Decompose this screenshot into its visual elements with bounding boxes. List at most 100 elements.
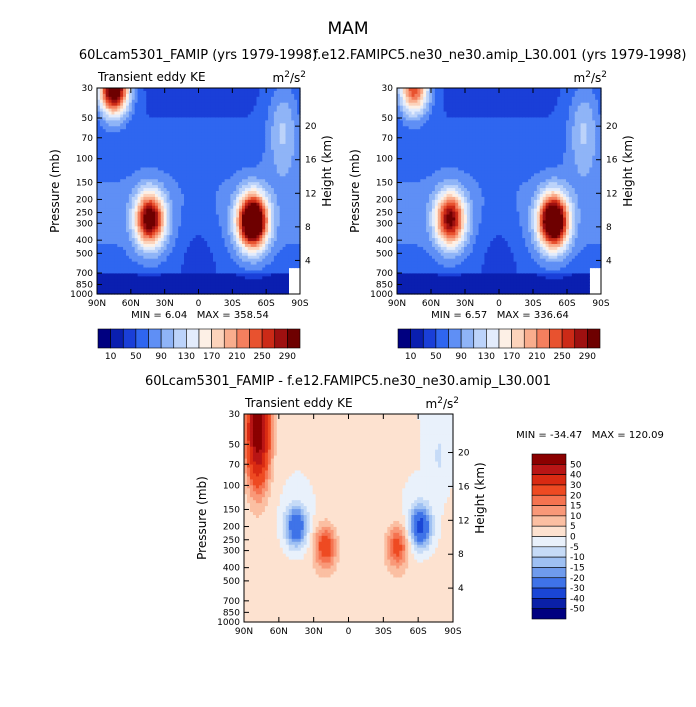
contour-cell xyxy=(213,238,217,242)
contour-cell xyxy=(126,152,130,157)
contour-cell xyxy=(99,220,104,224)
contour-cell xyxy=(192,188,197,192)
contour-cell xyxy=(114,88,118,92)
y-axis-label-right: Height (km) xyxy=(320,135,334,206)
contour-cell xyxy=(114,235,118,239)
contour-cell xyxy=(186,279,191,283)
contour-cell xyxy=(163,179,168,183)
contour-cell xyxy=(102,202,107,207)
contour-cell xyxy=(265,232,269,236)
contour-cell xyxy=(227,170,231,174)
contour-cell xyxy=(149,196,153,201)
y-axis-label: Pressure (mb) xyxy=(48,149,62,233)
contour-cell xyxy=(271,258,275,263)
contour-cell xyxy=(250,279,255,283)
contour-cell xyxy=(131,167,136,171)
contour-cell xyxy=(259,202,263,207)
contour-cell xyxy=(181,270,185,274)
contour-cell xyxy=(265,105,269,110)
contour-cell xyxy=(137,182,142,186)
contour-cell xyxy=(282,252,287,257)
contour-cell xyxy=(204,170,208,174)
contour-cell xyxy=(172,111,176,116)
contour-cell xyxy=(99,205,104,210)
y-tick-label: 850 xyxy=(76,280,93,290)
contour-cell xyxy=(233,152,237,157)
contour-cell xyxy=(294,261,298,266)
contour-cell xyxy=(181,243,185,248)
contour-cell xyxy=(204,279,208,283)
contour-cell xyxy=(265,182,269,186)
contour-cell xyxy=(239,193,243,198)
contour-cell xyxy=(244,241,249,245)
contour-cell xyxy=(181,214,185,219)
contour-cell xyxy=(137,235,142,239)
contour-cell xyxy=(273,282,278,286)
contour-cell xyxy=(137,170,142,174)
contour-cell xyxy=(207,173,211,177)
contour-cell xyxy=(192,173,197,177)
contour-cell xyxy=(288,255,292,260)
contour-cell xyxy=(123,199,127,204)
contour-cell xyxy=(111,167,115,171)
contour-cell xyxy=(184,173,188,177)
contour-cell xyxy=(195,132,200,136)
contour-cell xyxy=(247,249,252,254)
contour-cell xyxy=(128,202,133,207)
contour-cell xyxy=(250,90,255,95)
contour-cell xyxy=(224,226,229,230)
contour-cell xyxy=(239,185,243,189)
contour-cell xyxy=(250,246,255,251)
contour-cell xyxy=(114,161,118,166)
contour-cell xyxy=(262,132,266,136)
contour-cell xyxy=(155,188,159,192)
contour-cell xyxy=(262,114,266,119)
contour-cell xyxy=(97,217,101,222)
contour-cell xyxy=(268,182,272,186)
contour-cell xyxy=(268,114,272,119)
contour-cell xyxy=(288,223,292,227)
contour-cell xyxy=(239,191,243,195)
contour-cell xyxy=(149,267,153,272)
contour-cell xyxy=(166,179,171,183)
contour-cell xyxy=(239,279,243,283)
contour-cell xyxy=(276,261,281,266)
contour-cell xyxy=(175,93,179,98)
contour-cell xyxy=(102,229,107,233)
contour-cell xyxy=(285,243,289,248)
contour-cell xyxy=(166,140,171,145)
contour-cell xyxy=(218,90,223,95)
contour-cell xyxy=(224,90,229,95)
contour-cell xyxy=(265,140,269,145)
contour-cell xyxy=(227,220,231,224)
contour-cell xyxy=(123,255,127,260)
contour-cell xyxy=(131,173,136,177)
contour-cell xyxy=(189,182,194,186)
contour-cell xyxy=(288,152,292,157)
contour-cell xyxy=(247,111,252,116)
colorbar-swatch xyxy=(274,328,288,349)
contour-cell xyxy=(169,226,173,230)
contour-cell xyxy=(143,282,147,286)
contour-cell xyxy=(169,264,173,269)
contour-cell xyxy=(276,167,281,171)
contour-cell xyxy=(160,164,165,169)
contour-cell xyxy=(224,220,229,224)
contour-cell xyxy=(221,226,226,230)
contour-cell xyxy=(207,182,211,186)
contour-cell xyxy=(279,99,284,104)
panel-subtitle: Transient eddy KE xyxy=(97,70,206,84)
contour-cell xyxy=(157,176,162,180)
contour-cell xyxy=(218,88,223,92)
contour-cell xyxy=(236,202,240,207)
contour-cell xyxy=(178,202,182,207)
contour-cell xyxy=(282,220,287,224)
contour-cell xyxy=(253,211,258,216)
contour-cell xyxy=(213,258,217,263)
contour-cell xyxy=(160,176,165,180)
contour-cell xyxy=(143,288,147,292)
contour-cell xyxy=(253,88,258,92)
contour-cell xyxy=(236,223,240,227)
contour-cell xyxy=(198,291,202,295)
contour-cell xyxy=(140,182,144,186)
